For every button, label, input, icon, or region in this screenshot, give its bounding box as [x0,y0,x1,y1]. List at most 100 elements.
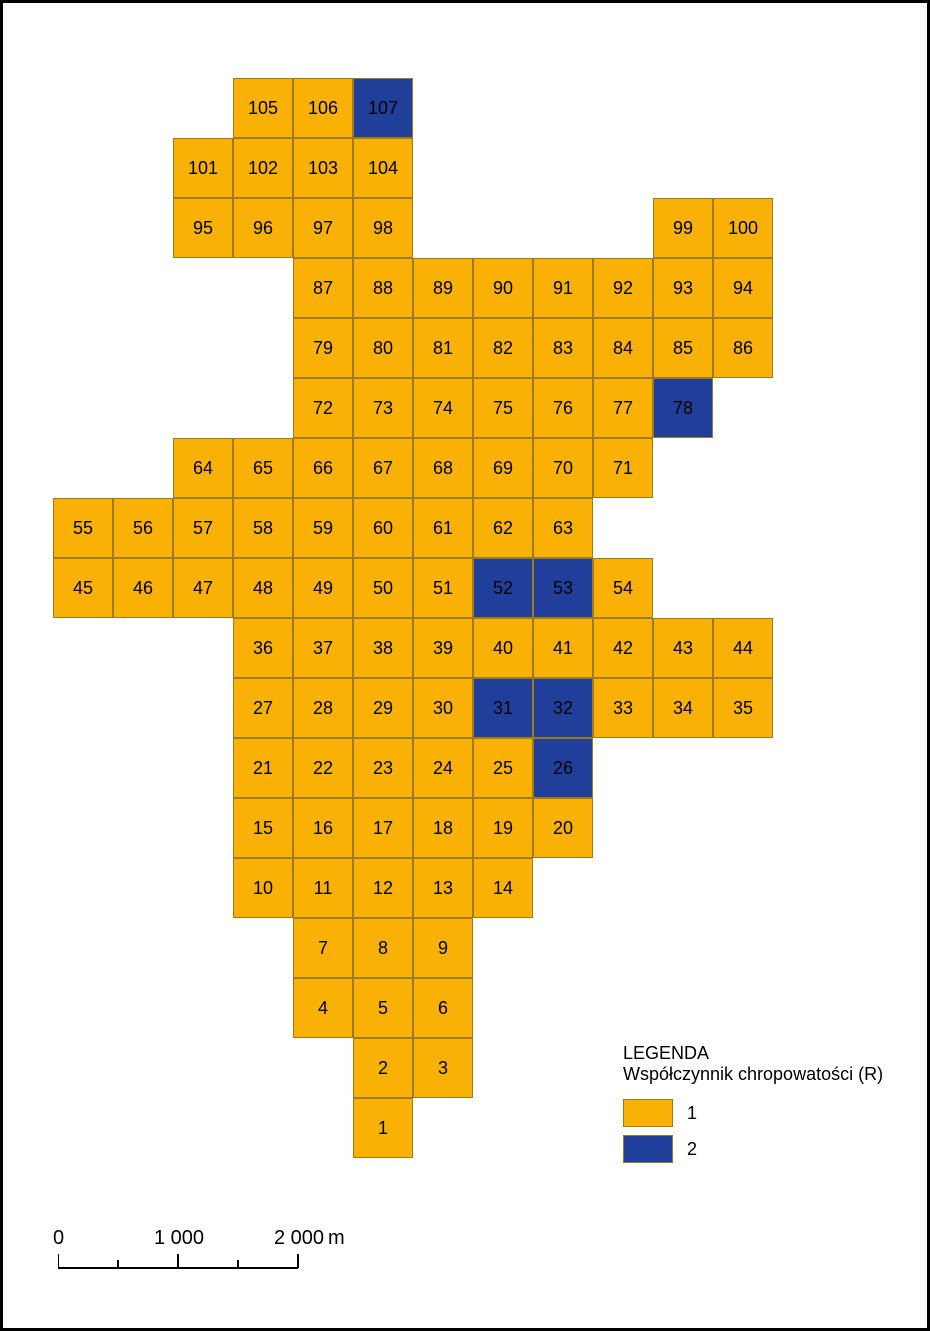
grid-cell: 79 [293,318,353,378]
grid-cell: 62 [473,498,533,558]
grid-cell: 98 [353,198,413,258]
grid-cell: 55 [53,498,113,558]
grid-cell: 22 [293,738,353,798]
grid-cell: 84 [593,318,653,378]
grid-cell: 85 [653,318,713,378]
grid-cell: 30 [413,678,473,738]
grid-cell: 19 [473,798,533,858]
grid-cell: 95 [173,198,233,258]
legend-items: 12 [623,1099,883,1163]
grid-cell: 78 [653,378,713,438]
grid-cell: 16 [293,798,353,858]
grid-cell: 70 [533,438,593,498]
grid-cell: 76 [533,378,593,438]
grid-cell: 35 [713,678,773,738]
grid-cell: 83 [533,318,593,378]
legend-swatch [623,1135,673,1163]
grid-cell: 86 [713,318,773,378]
grid-cell: 104 [353,138,413,198]
grid-cell: 73 [353,378,413,438]
legend: LEGENDA Współczynnik chropowatości (R) 1… [623,1043,883,1163]
grid-cell: 87 [293,258,353,318]
grid-cell: 97 [293,198,353,258]
grid-cell: 8 [353,918,413,978]
grid-cell: 68 [413,438,473,498]
grid-cell: 75 [473,378,533,438]
scalebar-unit: m [328,1227,345,1250]
grid-cell: 69 [473,438,533,498]
grid-cell: 58 [233,498,293,558]
grid-cell: 100 [713,198,773,258]
grid-cell: 90 [473,258,533,318]
legend-label: 1 [687,1103,697,1124]
scalebar-tick-1: 1 000 [154,1227,204,1250]
grid-cell: 29 [353,678,413,738]
grid-cell: 28 [293,678,353,738]
grid-cell: 80 [353,318,413,378]
grid-cell: 7 [293,918,353,978]
grid-cell: 66 [293,438,353,498]
grid-cell: 1 [353,1098,413,1158]
grid-cell: 43 [653,618,713,678]
grid-cell: 107 [353,78,413,138]
grid-cell: 17 [353,798,413,858]
grid-cell: 37 [293,618,353,678]
grid-cell: 59 [293,498,353,558]
legend-heading: LEGENDA [623,1043,883,1064]
scalebar-graphic [58,1253,338,1283]
grid-cell: 49 [293,558,353,618]
grid-cell: 88 [353,258,413,318]
grid-cell: 4 [293,978,353,1038]
grid-cell: 67 [353,438,413,498]
grid-cell: 39 [413,618,473,678]
grid-cell: 5 [353,978,413,1038]
grid-cell: 38 [353,618,413,678]
grid-cell: 44 [713,618,773,678]
grid-cell: 93 [653,258,713,318]
grid-cell: 48 [233,558,293,618]
grid-cell: 81 [413,318,473,378]
grid-cell: 24 [413,738,473,798]
grid-cell: 14 [473,858,533,918]
grid-cell: 36 [233,618,293,678]
grid-cell: 31 [473,678,533,738]
grid-cell: 42 [593,618,653,678]
grid-cell: 77 [593,378,653,438]
grid-cell: 32 [533,678,593,738]
grid-cell: 26 [533,738,593,798]
grid-cell: 21 [233,738,293,798]
grid-cell: 74 [413,378,473,438]
legend-row: 1 [623,1099,883,1127]
grid-cell: 106 [293,78,353,138]
grid-cell: 94 [713,258,773,318]
grid-cell: 53 [533,558,593,618]
grid-cell: 60 [353,498,413,558]
grid-cell: 50 [353,558,413,618]
grid-cell: 51 [413,558,473,618]
grid-cell: 105 [233,78,293,138]
grid-cell: 72 [293,378,353,438]
grid-cell: 56 [113,498,173,558]
grid-cell: 99 [653,198,713,258]
grid-cell: 63 [533,498,593,558]
grid-cell: 27 [233,678,293,738]
grid-cell: 52 [473,558,533,618]
legend-row: 2 [623,1135,883,1163]
grid-cell: 13 [413,858,473,918]
grid-cell: 34 [653,678,713,738]
grid-cell: 71 [593,438,653,498]
grid-cell: 65 [233,438,293,498]
scalebar: 0 1 000 2 000 m [58,1253,338,1283]
grid-cell: 6 [413,978,473,1038]
grid-cell: 101 [173,138,233,198]
grid-cell: 11 [293,858,353,918]
grid-cell: 45 [53,558,113,618]
grid-cell: 18 [413,798,473,858]
page-frame: 1071061051041031021011009998979695949392… [0,0,930,1331]
grid-cell: 57 [173,498,233,558]
grid-cell: 91 [533,258,593,318]
grid-cell: 33 [593,678,653,738]
legend-subheading: Współczynnik chropowatości (R) [623,1064,883,1085]
grid-cell: 10 [233,858,293,918]
grid-cell: 96 [233,198,293,258]
